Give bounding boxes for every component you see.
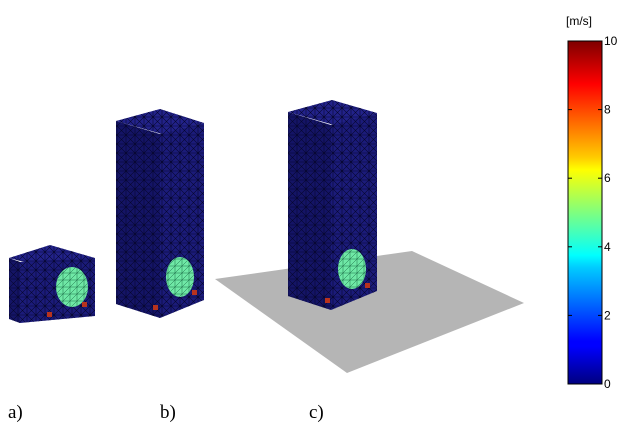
panel-b-mesh-box bbox=[116, 109, 204, 318]
colorbar-tick-label: 2 bbox=[604, 308, 611, 322]
panel-a-mesh-box bbox=[9, 245, 95, 323]
panel-label-b: b) bbox=[160, 402, 176, 423]
panel-label-a: a) bbox=[8, 402, 23, 423]
colorbar-tick-label: 6 bbox=[604, 171, 611, 185]
panel-a-hot-spots bbox=[47, 302, 87, 317]
panel-b-hot-spots bbox=[153, 290, 197, 310]
colorbar: [m/s] 0 2 4 6 8 10 bbox=[566, 14, 618, 391]
panel-b-inlet-disc bbox=[166, 257, 194, 297]
colorbar-tick-label: 4 bbox=[604, 240, 611, 254]
panel-label-c: c) bbox=[309, 402, 324, 423]
colorbar-ticks: 0 2 4 6 8 10 bbox=[568, 34, 618, 391]
colorbar-tick-label: 8 bbox=[604, 103, 611, 117]
colorbar-tick-label: 10 bbox=[604, 34, 618, 48]
panel-c-inlet-disc bbox=[338, 249, 366, 289]
panel-c-hot-spots bbox=[325, 283, 370, 303]
colorbar-unit-label: [m/s] bbox=[566, 14, 592, 28]
colorbar-gradient bbox=[567, 40, 603, 385]
panel-c-mesh-box bbox=[288, 100, 377, 310]
colorbar-tick-label: 0 bbox=[604, 377, 611, 391]
panel-a-inlet-disc bbox=[56, 267, 88, 307]
